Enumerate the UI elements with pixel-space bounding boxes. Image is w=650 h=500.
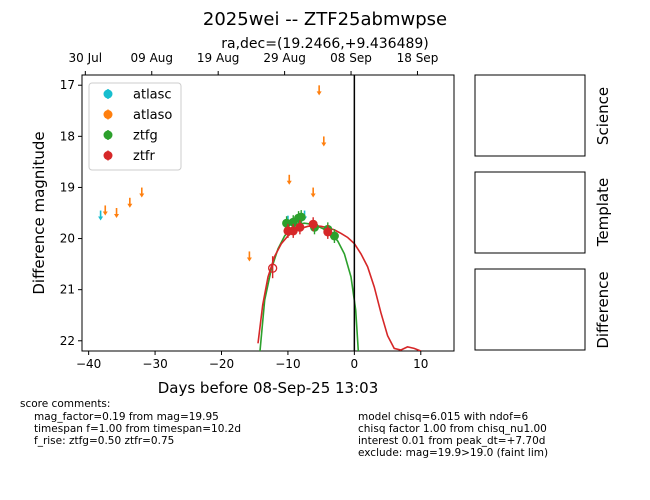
x-tick-label: −30	[142, 357, 167, 371]
legend-label: ztfg	[133, 129, 158, 144]
upper-limit-head	[286, 180, 292, 185]
ztfg-data-point	[282, 218, 292, 228]
legend-marker	[103, 151, 113, 160]
upper-limit-head	[102, 211, 108, 216]
chart-subtitle: ra,dec=(19.2466,+9.436489)	[221, 36, 429, 52]
score-comment-line: timespan f=1.00 from timespan=10.2d	[34, 423, 242, 435]
upper-limit-head	[321, 142, 327, 147]
ztfg-data-point	[329, 231, 339, 241]
atlaso-upper-limit	[246, 251, 252, 262]
model-comment-line: model chisq=6.015 with ndof=6	[358, 411, 529, 423]
upper-limit-head	[98, 216, 104, 221]
x-tick-label: −10	[275, 357, 300, 371]
score-comment-line: f_rise: ztfg=0.50 ztfr=0.75	[34, 435, 175, 447]
x-tick-label: 0	[351, 357, 359, 371]
top-tick-label: 19 Aug	[197, 51, 240, 65]
legend: atlasc atlaso ztfg ztfr	[88, 82, 182, 171]
upper-limit-head	[127, 203, 133, 208]
top-tick-label: 30 Jul	[69, 51, 103, 65]
legend-box	[88, 82, 182, 171]
score-comments-heading: score comments:	[20, 398, 111, 410]
x-axis-label: Days before 08-Sep-25 13:03	[158, 379, 379, 397]
x-tick-label: 10	[413, 357, 428, 371]
model-comment-line: interest 0.01 from peak_dt=+7.70d	[358, 435, 546, 447]
x-tick-label: −40	[76, 357, 101, 371]
plot-area	[81, 74, 455, 352]
y-axis: 17 18 19 20 21 22	[60, 78, 82, 348]
y-axis-label: Difference magnitude	[30, 131, 48, 294]
y-tick-label: 21	[60, 283, 75, 297]
ztfg-data-point	[296, 212, 306, 222]
model-comment-line: chisq factor 1.00 from chisq_nu1.00	[358, 423, 547, 435]
top-tick-label: 08 Sep	[330, 51, 372, 65]
x-axis: −40 −30 −20 −10 0 10	[76, 351, 428, 371]
top-tick-label: 29 Aug	[263, 51, 306, 65]
chart-title: 2025wei -- ZTF25abmwpse	[203, 9, 447, 30]
y-tick-label: 22	[60, 334, 75, 348]
atlaso-upper-limit	[139, 187, 145, 198]
ztfr-data-point	[308, 219, 318, 229]
legend-marker	[103, 110, 113, 119]
y-tick-label: 18	[60, 129, 75, 143]
difference-label: Difference	[594, 271, 612, 348]
top-date-axis: 30 Jul 09 Aug 19 Aug 29 Aug 08 Sep 18 Sep	[69, 51, 439, 75]
y-tick-label: 19	[60, 180, 75, 194]
atlaso-upper-limit	[102, 205, 108, 216]
ztfr-nondetection-point	[267, 263, 278, 273]
legend-marker	[103, 89, 113, 99]
science-panel	[474, 74, 586, 157]
atlasc-upper-limit	[98, 210, 104, 221]
upper-limit-head	[246, 257, 252, 262]
ztfg-model-curve	[259, 222, 360, 351]
y-tick-label: 17	[60, 78, 75, 92]
ztfr-data-point	[288, 226, 298, 236]
top-tick-label: 18 Sep	[397, 51, 439, 65]
atlaso-upper-limit	[114, 208, 120, 218]
score-comment-line: mag_factor=0.19 from mag=19.95	[34, 411, 219, 423]
atlaso-upper-limit	[321, 136, 327, 147]
difference-panel	[474, 268, 586, 351]
atlaso-upper-limit	[127, 197, 133, 208]
upper-limit-head	[114, 214, 120, 218]
atlaso-upper-limit	[316, 85, 322, 96]
ztfr-model-curve	[257, 224, 422, 351]
upper-limit-head	[316, 91, 322, 96]
atlaso-upper-limit	[286, 174, 292, 185]
upper-limit-head	[139, 193, 145, 198]
legend-label: atlaso	[133, 108, 172, 123]
legend-label: atlasc	[133, 88, 172, 103]
science-label: Science	[594, 87, 612, 145]
atlaso-upper-limit	[310, 187, 316, 198]
legend-label: ztfr	[133, 149, 155, 164]
ztfr-data-point	[295, 222, 305, 232]
x-tick-label: −20	[209, 357, 234, 371]
legend-marker	[103, 130, 113, 140]
plot-marks	[98, 75, 422, 351]
ztfr-data-point	[323, 227, 333, 237]
top-tick-label: 09 Aug	[130, 51, 173, 65]
template-label: Template	[594, 178, 612, 247]
y-tick-label: 20	[60, 232, 75, 246]
model-comment-line: exclude: mag=19.9>19.0 (faint lim)	[358, 447, 549, 459]
template-panel	[474, 171, 586, 254]
upper-limit-head	[310, 193, 316, 198]
